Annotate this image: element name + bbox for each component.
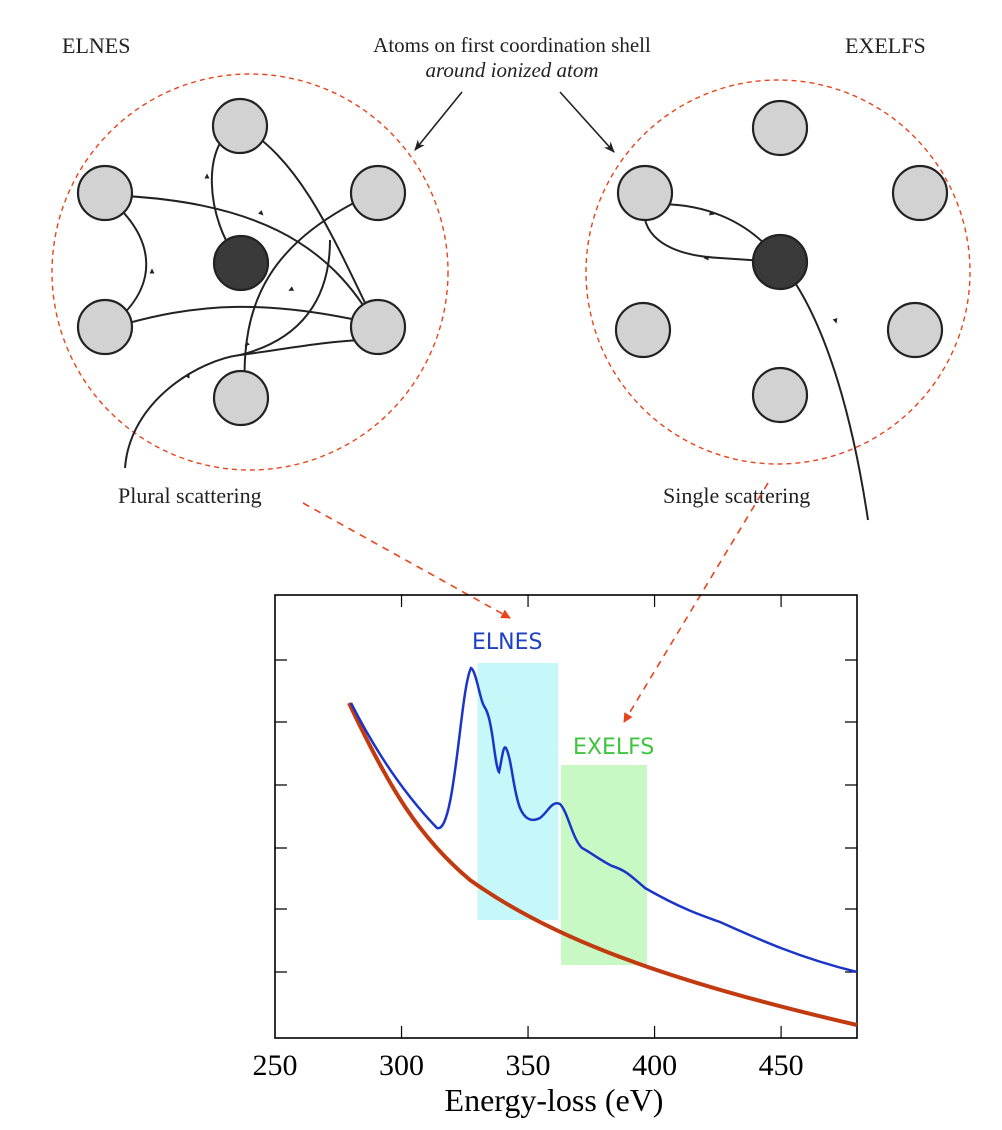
region-label-elnes: ELNES	[472, 630, 542, 655]
atom	[76, 298, 134, 356]
region-exelfs	[560, 765, 647, 965]
atom	[751, 99, 809, 157]
left-title: ELNES	[62, 33, 130, 58]
x-tick-label: 350	[506, 1049, 551, 1082]
plot-frame	[274, 594, 858, 1039]
right-title: EXELFS	[845, 33, 926, 58]
region-label-exelfs: EXELFS	[573, 735, 654, 760]
ionized-atom	[751, 233, 809, 291]
connector-elnes	[302, 502, 511, 619]
center-label-line2: around ionized atom	[425, 58, 598, 82]
atom	[614, 301, 672, 359]
x-tick-label: 300	[379, 1049, 424, 1082]
pointer-arrow-left	[414, 91, 463, 151]
atom	[751, 366, 809, 424]
right-atoms	[614, 99, 949, 424]
ionized-atom	[212, 234, 270, 292]
pointer-arrow-right	[559, 91, 615, 153]
atom	[616, 164, 674, 222]
left-atoms	[76, 97, 407, 427]
right-caption: Single scattering	[663, 483, 810, 508]
atom	[76, 164, 134, 222]
x-axis-label: Energy-loss (eV)	[445, 1082, 664, 1118]
atom	[886, 301, 944, 359]
background-curve	[347, 702, 858, 1027]
plural-arrowheads	[149, 173, 295, 379]
center-label-line1: Atoms on first coordination shell	[373, 33, 651, 57]
x-tick-label: 450	[759, 1049, 804, 1082]
x-tick-label: 250	[253, 1049, 298, 1082]
atom	[212, 369, 270, 427]
region-elnes	[477, 663, 559, 920]
spectrum-curve	[349, 666, 858, 974]
plural-scattering-paths	[104, 124, 381, 469]
spectrum-chart: 250 300 350 400 450 ELNES EXELFS Energy-loss…	[253, 594, 858, 1118]
connector-exelfs	[623, 482, 769, 723]
x-tick-label: 400	[632, 1049, 677, 1082]
exelfs-dashed-circle	[585, 79, 971, 465]
atom	[349, 298, 407, 356]
elnes-dashed-circle	[51, 73, 449, 471]
atom	[211, 97, 269, 155]
y-ticks	[275, 659, 857, 973]
atom	[349, 164, 407, 222]
left-caption: Plural scattering	[118, 483, 262, 508]
atom	[891, 164, 949, 222]
